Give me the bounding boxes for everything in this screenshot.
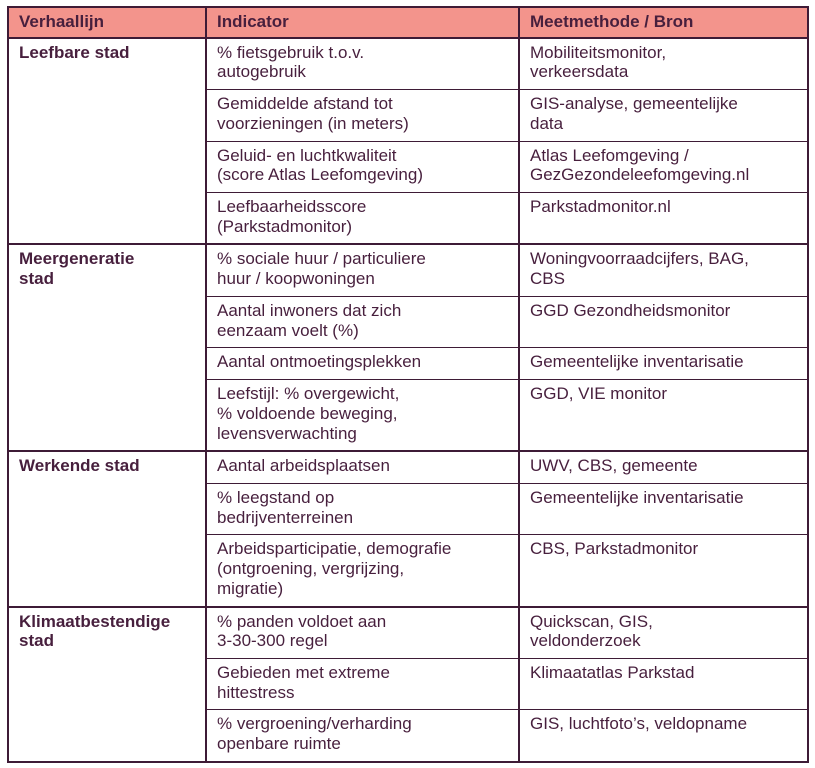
indicator-cell: % panden voldoet aan 3-30-300 regel bbox=[205, 605, 520, 659]
bron-cell: UWV, CBS, gemeente bbox=[518, 450, 809, 484]
table-row: Arbeidsparticipatie, demografie (ontgroe… bbox=[8, 534, 809, 608]
bron-cell: Klimaatatlas Parkstad bbox=[518, 657, 809, 711]
table-row: Meergeneratie stad% sociale huur / parti… bbox=[7, 243, 809, 452]
column-header-indicator: Indicator bbox=[205, 6, 520, 39]
indicator-cell: % fietsgebruik t.o.v. autogebruik bbox=[205, 36, 520, 91]
bron-cell: GIS, luchtfoto’s, veldopname bbox=[518, 709, 809, 763]
table-row: % vergroening/verharding openbare ruimte… bbox=[8, 709, 809, 763]
table-body: Leefbare stad% fietsgebruik t.o.v. autog… bbox=[7, 36, 809, 763]
bron-cell: Gemeentelijke inventarisatie bbox=[518, 347, 809, 381]
table-row: Klimaatbestendige stad% panden voldoet a… bbox=[7, 605, 809, 763]
table-row: Leefstijl: % overgewicht, % voldoende be… bbox=[8, 379, 809, 452]
table-row: Aantal ontmoetingsplekken Gemeentelijke i… bbox=[8, 347, 809, 381]
indicator-cell: Leefbaarheidsscore (Parkstadmonitor) bbox=[205, 192, 520, 245]
table-row: Gemiddelde afstand tot voorzieningen (in… bbox=[8, 89, 809, 142]
bron-cell: Quickscan, GIS, veldonderzoek bbox=[518, 605, 809, 659]
table-row: Leefbaarheidsscore (Parkstadmonitor) Park… bbox=[8, 192, 809, 245]
verhaallijn-cell: Meergeneratie stad bbox=[7, 243, 207, 452]
header-row: Verhaallijn Indicator Meetmethode / Bron bbox=[7, 6, 809, 39]
table-row: Gebieden met extreme hittestress Klimaata… bbox=[8, 657, 809, 711]
bron-cell: GGD, VIE monitor bbox=[518, 379, 809, 452]
bron-cell: CBS, Parkstadmonitor bbox=[518, 534, 809, 608]
column-header-meetmethode-bron: Meetmethode / Bron bbox=[518, 6, 809, 39]
verhaallijn-cell: Klimaatbestendige stad bbox=[7, 605, 207, 763]
indicator-cell: % vergroening/verharding openbare ruimte bbox=[205, 709, 520, 763]
indicator-cell: Aantal inwoners dat zich eenzaam voelt (… bbox=[205, 295, 520, 349]
verhaallijn-cell: Leefbare stad bbox=[7, 36, 207, 245]
bron-cell: GIS-analyse, gemeentelijke data bbox=[518, 89, 809, 142]
bron-cell: Woningvoorraadcijfers, BAG, CBS bbox=[518, 243, 809, 297]
verhaallijn-cell: Werkende stad bbox=[7, 450, 207, 608]
bron-cell: GGD Gezondheidsmonitor bbox=[518, 295, 809, 349]
table-row: % leegstand op bedrijventerreinen Gemeent… bbox=[8, 482, 809, 536]
indicator-cell: Gebieden met extreme hittestress bbox=[205, 657, 520, 711]
table-row: Leefbare stad% fietsgebruik t.o.v. autog… bbox=[7, 36, 809, 245]
indicator-cell: Aantal ontmoetingsplekken bbox=[205, 347, 520, 381]
bron-cell: Mobiliteitsmonitor, verkeersdata bbox=[518, 36, 809, 91]
bron-cell: Atlas Leefomgeving / GezGezondeleefomgev… bbox=[518, 140, 809, 194]
column-header-verhaallijn: Verhaallijn bbox=[7, 6, 207, 39]
indicator-cell: Geluid- en luchtkwaliteit (score Atlas L… bbox=[205, 140, 520, 194]
indicator-cell: Leefstijl: % overgewicht, % voldoende be… bbox=[205, 379, 520, 452]
indicator-cell: % leegstand op bedrijventerreinen bbox=[205, 482, 520, 536]
indicator-cell: Aantal arbeidsplaatsen bbox=[205, 450, 520, 484]
indicator-cell: % sociale huur / particuliere huur / koo… bbox=[205, 243, 520, 297]
indicator-table: Verhaallijn Indicator Meetmethode / Bron… bbox=[7, 6, 809, 763]
indicator-cell: Gemiddelde afstand tot voorzieningen (in… bbox=[205, 89, 520, 142]
bron-cell: Parkstadmonitor.nl bbox=[518, 192, 809, 245]
table-row: Geluid- en luchtkwaliteit (score Atlas L… bbox=[8, 140, 809, 194]
table-header: Verhaallijn Indicator Meetmethode / Bron bbox=[7, 6, 809, 39]
table-row: Werkende stad Aantal arbeidsplaatsen UWV, … bbox=[7, 450, 809, 608]
indicator-cell: Arbeidsparticipatie, demografie (ontgroe… bbox=[205, 534, 520, 608]
bron-cell: Gemeentelijke inventarisatie bbox=[518, 482, 809, 536]
table-row: Aantal inwoners dat zich eenzaam voelt (… bbox=[8, 295, 809, 349]
